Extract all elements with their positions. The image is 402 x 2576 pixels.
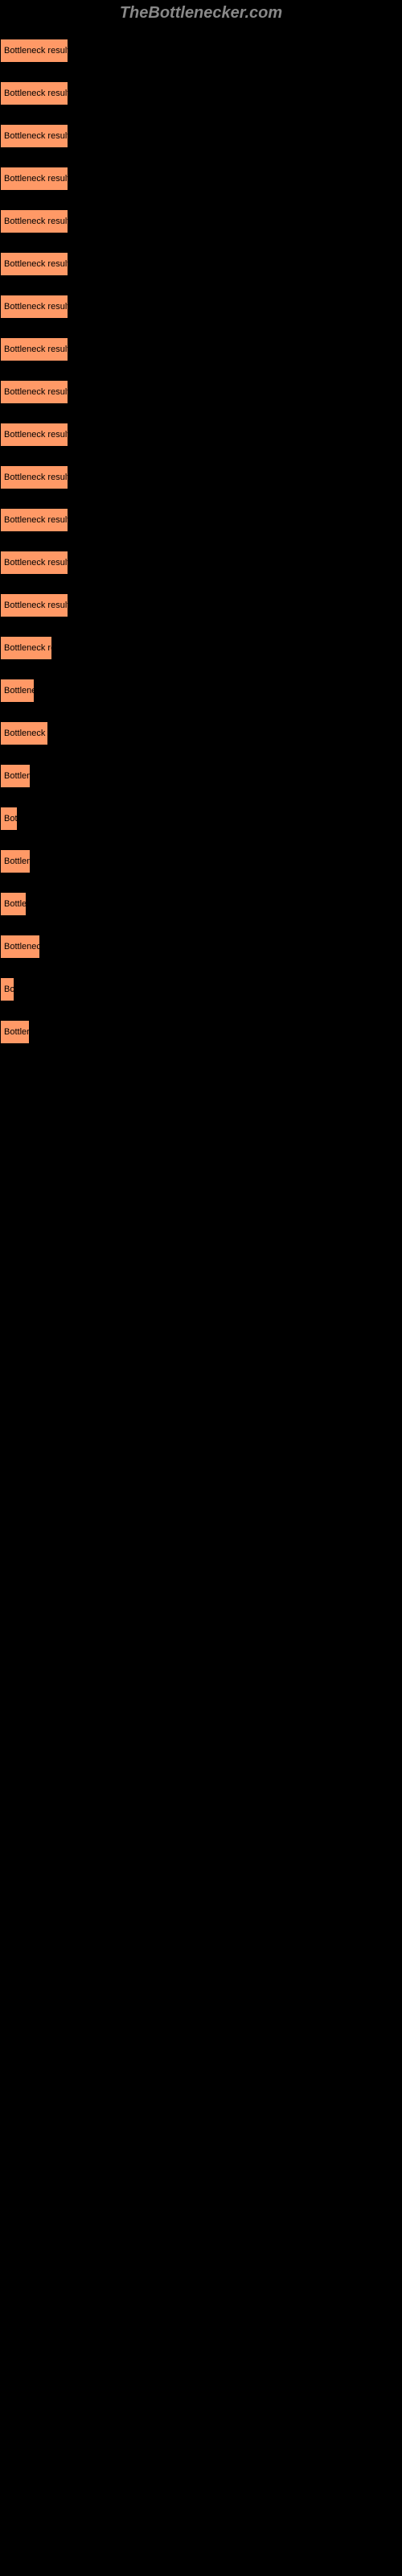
- button-wrapper: Bottleneck result: [0, 337, 402, 361]
- button-wrapper: Bottleneck result: [0, 551, 402, 575]
- bottleneck-result-button[interactable]: Bottleneck result: [0, 295, 68, 319]
- bottleneck-result-button[interactable]: Bottleneck result: [0, 337, 68, 361]
- button-list: Bottleneck result Bottleneck result Bottle…: [0, 39, 402, 1044]
- button-wrapper: Bottleneck re: [0, 636, 402, 660]
- button-wrapper: Bottler: [0, 1020, 402, 1044]
- bottleneck-result-button[interactable]: Bottleneck result: [0, 551, 68, 575]
- button-wrapper: Bottleneck result: [0, 124, 402, 148]
- bottleneck-result-button[interactable]: Bottleneck result: [0, 167, 68, 191]
- button-wrapper: Bottle: [0, 892, 402, 916]
- bottleneck-result-button[interactable]: Bottleneck result: [0, 380, 68, 404]
- bottleneck-result-button[interactable]: Bottleneck result: [0, 209, 68, 233]
- bottleneck-result-button[interactable]: Bottleneck result: [0, 508, 68, 532]
- button-wrapper: Bottleneck result: [0, 508, 402, 532]
- button-wrapper: Bottlen: [0, 764, 402, 788]
- bottleneck-result-button[interactable]: Bottleneck result: [0, 423, 68, 447]
- bottleneck-result-button[interactable]: Bottleneck result: [0, 593, 68, 617]
- bottleneck-result-button[interactable]: Bottlen: [0, 849, 31, 873]
- bottleneck-result-button[interactable]: Bottleneck result: [0, 252, 68, 276]
- bottleneck-result-button[interactable]: Bottleneck result: [0, 39, 68, 63]
- bottleneck-result-button[interactable]: Bottlenec: [0, 935, 40, 959]
- button-wrapper: Bottleneck result: [0, 295, 402, 319]
- button-wrapper: Bot: [0, 807, 402, 831]
- bottleneck-result-button[interactable]: Bottleneck r: [0, 721, 48, 745]
- button-wrapper: Bottlene: [0, 679, 402, 703]
- button-wrapper: Bottleneck result: [0, 39, 402, 63]
- button-wrapper: Bottleneck result: [0, 423, 402, 447]
- button-wrapper: Bottlenec: [0, 935, 402, 959]
- bottleneck-result-button[interactable]: Bottleneck result: [0, 124, 68, 148]
- button-wrapper: Bottleneck result: [0, 593, 402, 617]
- button-wrapper: Bottleneck result: [0, 380, 402, 404]
- bottleneck-result-button[interactable]: Bot: [0, 807, 18, 831]
- button-wrapper: Bottlen: [0, 849, 402, 873]
- button-wrapper: Bottleneck result: [0, 252, 402, 276]
- bottleneck-result-button[interactable]: Bottlen: [0, 764, 31, 788]
- bottleneck-result-button[interactable]: Bottleneck re: [0, 636, 52, 660]
- header-title: TheBottlenecker.com: [0, 0, 402, 27]
- button-wrapper: Bottleneck r: [0, 721, 402, 745]
- button-wrapper: Bottleneck result: [0, 81, 402, 105]
- button-wrapper: Bottleneck result: [0, 465, 402, 489]
- bottleneck-result-button[interactable]: Bottler: [0, 1020, 30, 1044]
- bottleneck-result-button[interactable]: Bottle: [0, 892, 27, 916]
- button-wrapper: Bottleneck result: [0, 209, 402, 233]
- bottleneck-result-button[interactable]: Bottleneck result: [0, 81, 68, 105]
- button-wrapper: Bo: [0, 977, 402, 1001]
- bottleneck-result-button[interactable]: Bo: [0, 977, 14, 1001]
- bottleneck-result-button[interactable]: Bottleneck result: [0, 465, 68, 489]
- bottleneck-result-button[interactable]: Bottlene: [0, 679, 35, 703]
- button-wrapper: Bottleneck result: [0, 167, 402, 191]
